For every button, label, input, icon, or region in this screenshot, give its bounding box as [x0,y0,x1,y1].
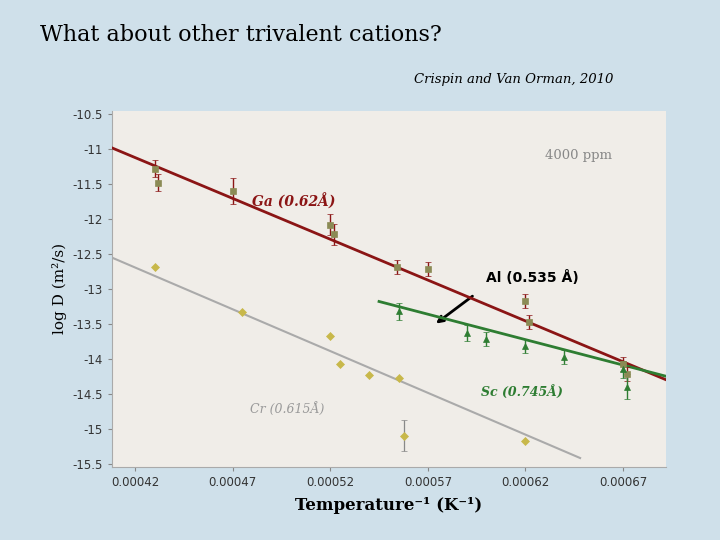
X-axis label: Temperature⁻¹ (K⁻¹): Temperature⁻¹ (K⁻¹) [295,497,482,515]
Text: What about other trivalent cations?: What about other trivalent cations? [40,24,441,46]
Text: Ga (0.62Å): Ga (0.62Å) [252,193,336,210]
Text: Sc (0.745Å): Sc (0.745Å) [480,385,562,399]
Text: 4000 ppm: 4000 ppm [545,149,612,162]
Y-axis label: log D (m²/s): log D (m²/s) [52,244,66,334]
Text: Cr (0.615Å): Cr (0.615Å) [251,402,325,416]
Text: Al (0.535 Å): Al (0.535 Å) [487,271,579,286]
Text: Crispin and Van Orman, 2010: Crispin and Van Orman, 2010 [414,73,613,86]
